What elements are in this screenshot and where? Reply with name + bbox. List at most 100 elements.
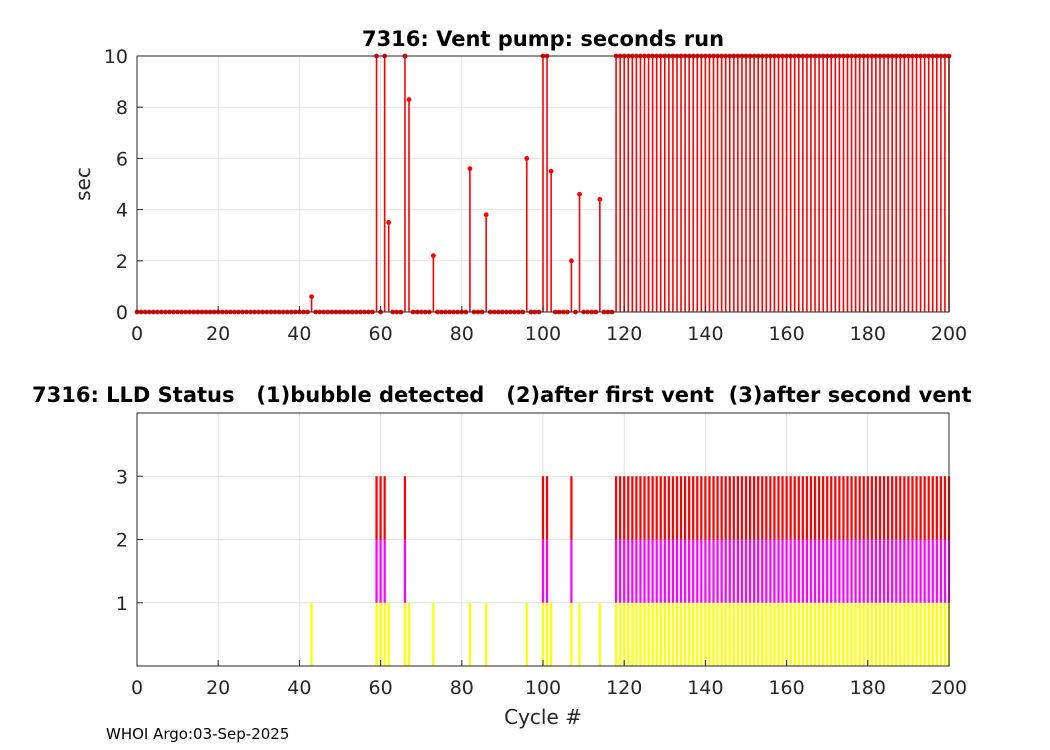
status-bar-level-1 <box>793 602 796 666</box>
status-bar-level-2 <box>545 539 549 603</box>
status-bar-level-1 <box>651 602 654 666</box>
status-bar-level-2 <box>720 539 723 603</box>
status-bar-level-2 <box>744 539 748 603</box>
status-bar-level-3 <box>692 476 695 540</box>
status-bar-level-2 <box>724 539 727 603</box>
status-bar-level-2 <box>748 539 752 603</box>
status-bar-level-3 <box>753 476 756 540</box>
status-bar-level-1 <box>655 602 658 666</box>
status-bar-level-1 <box>639 602 642 666</box>
status-bar-level-2 <box>777 539 780 603</box>
status-bar-level-1 <box>728 602 731 666</box>
status-bar-level-3 <box>683 476 687 540</box>
status-bar-level-1 <box>939 602 942 666</box>
status-bar-level-1 <box>541 602 545 666</box>
status-bar-level-1 <box>822 602 825 666</box>
status-bar-level-1 <box>858 602 861 666</box>
vent-pump-title: 7316: Vent pump: seconds run <box>362 27 724 51</box>
status-bar-level-1 <box>866 602 869 666</box>
status-bar-level-3 <box>627 476 630 540</box>
y-tick-label: 4 <box>116 200 128 222</box>
status-bar-level-2 <box>874 539 878 603</box>
x-tick-label: 160 <box>768 323 804 345</box>
status-bar-level-2 <box>870 539 873 603</box>
status-bar-level-2 <box>781 539 784 603</box>
status-bar-level-3 <box>789 476 792 540</box>
status-bar-level-1 <box>899 602 902 666</box>
status-bar-level-1 <box>700 602 703 666</box>
status-bar-level-2 <box>931 539 934 603</box>
status-bar-level-1 <box>383 602 386 666</box>
status-bar-level-2 <box>663 539 666 603</box>
footer-credit: WHOI Argo:03-Sep-2025 <box>106 725 290 743</box>
status-bar-level-1 <box>874 602 878 666</box>
status-bar-level-1 <box>485 602 488 666</box>
x-tick-label: 160 <box>768 677 804 699</box>
status-bar-level-1 <box>809 602 813 666</box>
status-bar-level-1 <box>407 602 411 666</box>
status-bar-level-2 <box>659 539 662 603</box>
status-bar-level-2 <box>614 539 618 603</box>
status-bar-level-3 <box>679 476 683 540</box>
lld-status-chart: 0 20 40 60 80 100 120 140 160 180 200 1 2 3 7316: LLD… <box>32 383 972 729</box>
status-bar-level-2 <box>716 539 719 603</box>
status-bar-level-2 <box>895 539 898 603</box>
status-bar-level-3 <box>838 476 841 540</box>
status-bar-level-3 <box>834 476 837 540</box>
status-bar-level-1 <box>720 602 723 666</box>
stem-point <box>386 220 392 225</box>
status-bar-level-3 <box>655 476 658 540</box>
status-bar-level-3 <box>830 476 833 540</box>
status-bar-level-3 <box>886 476 890 540</box>
status-bar-level-1 <box>683 602 687 666</box>
status-bar-level-1 <box>931 602 934 666</box>
status-bar-level-3 <box>797 476 800 540</box>
y-tick-label: 8 <box>116 97 128 119</box>
status-bar-level-2 <box>688 539 691 603</box>
status-bar-level-2 <box>643 539 646 603</box>
status-bar-level-3 <box>663 476 666 540</box>
status-bar-level-3 <box>777 476 780 540</box>
x-tick-label: 20 <box>206 323 230 345</box>
status-bar-level-1 <box>919 602 922 666</box>
status-bar-level-2 <box>789 539 792 603</box>
vent-pump-stems <box>134 53 952 315</box>
status-bar-level-1 <box>870 602 873 666</box>
status-bar-level-2 <box>919 539 922 603</box>
status-bar-level-1 <box>310 602 313 666</box>
status-bar-level-2 <box>822 539 825 603</box>
status-bar-level-3 <box>736 476 739 540</box>
status-bar-level-2 <box>886 539 890 603</box>
status-bar-level-2 <box>732 539 735 603</box>
status-bar-level-2 <box>907 539 910 603</box>
status-bar-level-3 <box>891 476 894 540</box>
x-tick-label: 60 <box>369 677 393 699</box>
status-bar-level-1 <box>468 602 472 666</box>
x-tick-label: 200 <box>931 323 967 345</box>
status-bar-level-2 <box>683 539 687 603</box>
status-bar-level-1 <box>667 602 670 666</box>
status-bar-level-1 <box>732 602 735 666</box>
status-bar-level-1 <box>716 602 719 666</box>
status-bar-level-3 <box>939 476 942 540</box>
status-bar-level-2 <box>882 539 886 603</box>
status-bar-level-3 <box>927 476 930 540</box>
status-bar-level-3 <box>671 476 675 540</box>
status-bar-level-3 <box>635 476 638 540</box>
y-tick-label: 10 <box>104 46 128 68</box>
status-bar-level-1 <box>878 602 882 666</box>
status-bar-level-2 <box>858 539 861 603</box>
status-bar-level-2 <box>692 539 695 603</box>
x-tick-label: 80 <box>450 323 474 345</box>
status-bar-level-2 <box>667 539 670 603</box>
status-bar-level-3 <box>732 476 735 540</box>
status-bar-level-1 <box>708 602 711 666</box>
status-bar-level-2 <box>675 539 679 603</box>
status-bar-level-1 <box>923 602 926 666</box>
status-bar-level-1 <box>623 602 626 666</box>
status-bar-level-1 <box>635 602 638 666</box>
status-bar-level-1 <box>895 602 898 666</box>
x-tick-label: 0 <box>131 677 143 699</box>
x-tick-label: 0 <box>131 323 143 345</box>
status-bar-level-3 <box>651 476 654 540</box>
